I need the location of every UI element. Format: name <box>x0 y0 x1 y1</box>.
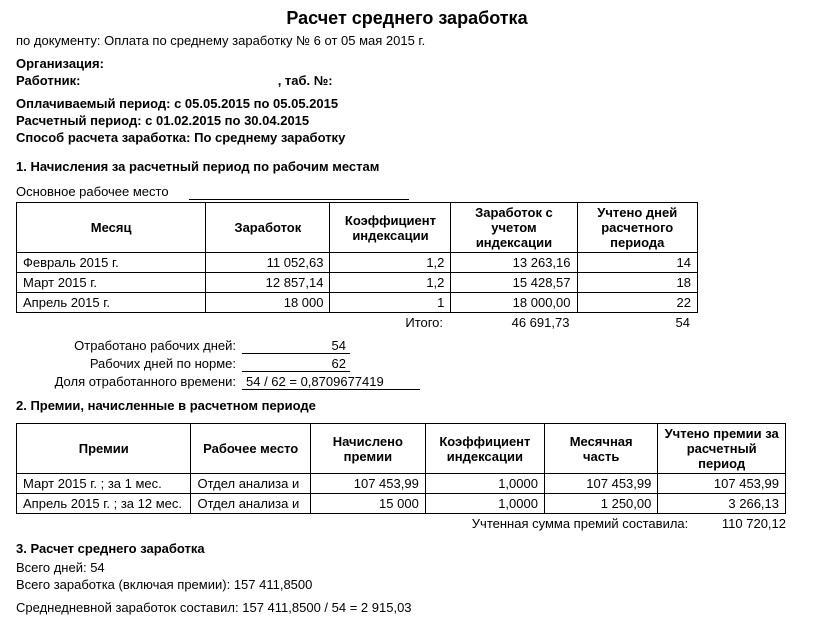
table-header-row: МесяцЗаработокКоэффициент индексацииЗара… <box>17 203 698 253</box>
table-row: Апрель 2015 г.18 000118 000,0022 <box>17 293 698 313</box>
table-cell: Март 2015 г. ; за 1 мес. <box>17 474 191 494</box>
table-cell: 13 263,16 <box>451 253 577 273</box>
table-header-row: ПремииРабочее местоНачислено премииКоэфф… <box>17 424 786 474</box>
earnings-table: МесяцЗаработокКоэффициент индексацииЗара… <box>16 202 698 313</box>
worked-days-value: 54 <box>242 338 350 354</box>
tab-label: , таб. №: <box>278 73 333 88</box>
table-row: Февраль 2015 г.11 052,631,213 263,1614 <box>17 253 698 273</box>
calc-period-line: Расчетный период: с 01.02.2015 по 30.04.… <box>16 113 798 128</box>
table-cell: Отдел анализа и <box>191 474 310 494</box>
table-cell: Апрель 2015 г. ; за 12 мес. <box>17 494 191 514</box>
table-row: Март 2015 г.12 857,141,215 428,5718 <box>17 273 698 293</box>
emp-label: Работник: <box>16 73 80 88</box>
total-earnings-label: Всего заработка (включая премии): <box>16 577 230 592</box>
col-header: Заработок с учетом индексации <box>451 203 577 253</box>
table-cell: Февраль 2015 г. <box>17 253 206 273</box>
org-label: Организация: <box>16 56 104 71</box>
total-days-label: Всего дней: <box>16 560 87 575</box>
page-title: Расчет среднего заработка <box>16 8 798 29</box>
bonus-summary-label: Учтенная сумма премий составила: <box>472 516 718 531</box>
section2-heading: 2. Премии, начисленные в расчетном перио… <box>16 398 798 413</box>
by-doc-label: по документу: <box>16 33 100 48</box>
total-earnings-value: 157 411,8500 <box>234 577 313 592</box>
table-row: Март 2015 г. ; за 1 мес.Отдел анализа и1… <box>17 474 786 494</box>
calc-period-value: с 01.02.2015 по 30.04.2015 <box>145 113 309 128</box>
table-cell: 22 <box>577 293 698 313</box>
share-row: Доля отработанного времени: 54 / 62 = 0,… <box>16 374 798 390</box>
avg-value: 157 411,8500 / 54 = 2 915,03 <box>242 600 411 615</box>
table-cell: 18 000 <box>206 293 330 313</box>
col-header: Рабочее место <box>191 424 310 474</box>
table-cell: 1 250,00 <box>544 494 657 514</box>
paid-period-label: Оплачиваемый период: <box>16 96 170 111</box>
col-header: Премии <box>17 424 191 474</box>
calc-period-label: Расчетный период: <box>16 113 142 128</box>
table-cell: 12 857,14 <box>206 273 330 293</box>
total-days-value: 54 <box>90 560 104 575</box>
bonus-summary-value: 110 720,12 <box>722 516 786 531</box>
table-cell: 15 000 <box>310 494 425 514</box>
col-header: Месячная часть <box>544 424 657 474</box>
table-cell: 107 453,99 <box>658 474 786 494</box>
norm-days-value: 62 <box>242 356 350 372</box>
table-cell: 1,2 <box>330 273 451 293</box>
paid-period-line: Оплачиваемый период: с 05.05.2015 по 05.… <box>16 96 798 111</box>
table-cell: 1,0000 <box>425 494 544 514</box>
table-cell: 14 <box>577 253 698 273</box>
table-cell: Отдел анализа и <box>191 494 310 514</box>
bonus-table: ПремииРабочее местоНачислено премииКоэфф… <box>16 423 786 514</box>
total-earnings-line: Всего заработка (включая премии): 157 41… <box>16 577 798 592</box>
table-cell: 1 <box>330 293 451 313</box>
earnings-totals-row: Итого: 46 691,73 54 <box>16 315 698 330</box>
worked-days-row: Отработано рабочих дней: 54 <box>16 338 798 354</box>
section3-heading: 3. Расчет среднего заработка <box>16 541 798 556</box>
table-cell: Март 2015 г. <box>17 273 206 293</box>
workplace-row: Основное рабочее место <box>16 184 798 200</box>
col-header: Учтено дней расчетного периода <box>577 203 698 253</box>
table-cell: Апрель 2015 г. <box>17 293 206 313</box>
calc-method-value: По среднему заработку <box>194 130 345 145</box>
avg-line: Среднедневной заработок составил: 157 41… <box>16 600 798 615</box>
org-line: Организация: <box>16 56 798 71</box>
table-cell: 107 453,99 <box>310 474 425 494</box>
table-cell: 1,2 <box>330 253 451 273</box>
workplace-underline <box>189 184 409 200</box>
paid-period-value: с 05.05.2015 по 05.05.2015 <box>174 96 338 111</box>
workplace-label: Основное рабочее место <box>16 184 169 199</box>
table-cell: 1,0000 <box>425 474 544 494</box>
earnings-totals-days: 54 <box>577 315 698 330</box>
earnings-totals-sum: 46 691,73 <box>451 315 577 330</box>
emp-line: Работник: , таб. №: <box>16 73 798 88</box>
col-header: Начислено премии <box>310 424 425 474</box>
col-header: Месяц <box>17 203 206 253</box>
table-cell: 11 052,63 <box>206 253 330 273</box>
table-cell: 15 428,57 <box>451 273 577 293</box>
table-cell: 3 266,13 <box>658 494 786 514</box>
section1-heading: 1. Начисления за расчетный период по раб… <box>16 159 798 174</box>
by-doc-line: по документу: Оплата по среднему заработ… <box>16 33 798 48</box>
worked-days-label: Отработано рабочих дней: <box>16 338 242 353</box>
calc-method-line: Способ расчета заработка: По среднему за… <box>16 130 798 145</box>
document-root: Расчет среднего заработка по документу: … <box>0 0 814 625</box>
norm-days-row: Рабочих дней по норме: 62 <box>16 356 798 372</box>
total-days-line: Всего дней: 54 <box>16 560 798 575</box>
col-header: Коэффициент индексации <box>425 424 544 474</box>
col-header: Учтено премии за расчетный период <box>658 424 786 474</box>
table-row: Апрель 2015 г. ; за 12 мес.Отдел анализа… <box>17 494 786 514</box>
bonus-summary-row: Учтенная сумма премий составила: 110 720… <box>16 516 786 531</box>
table-cell: 107 453,99 <box>544 474 657 494</box>
by-doc-value: Оплата по среднему заработку № 6 от 05 м… <box>104 33 425 48</box>
calc-method-label: Способ расчета заработка: <box>16 130 190 145</box>
norm-days-label: Рабочих дней по норме: <box>16 356 242 371</box>
table-cell: 18 000,00 <box>451 293 577 313</box>
share-value: 54 / 62 = 0,8709677419 <box>242 374 420 390</box>
col-header: Заработок <box>206 203 330 253</box>
table-cell: 18 <box>577 273 698 293</box>
share-label: Доля отработанного времени: <box>16 374 242 389</box>
earnings-totals-label: Итого: <box>334 315 451 330</box>
col-header: Коэффициент индексации <box>330 203 451 253</box>
avg-label: Среднедневной заработок составил: <box>16 600 239 615</box>
